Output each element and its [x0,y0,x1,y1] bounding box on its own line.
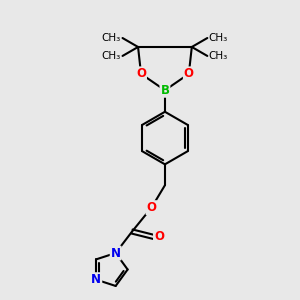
Text: CH₃: CH₃ [102,51,121,61]
Text: O: O [146,201,157,214]
Text: CH₃: CH₃ [209,51,228,61]
Text: CH₃: CH₃ [102,33,121,43]
Text: O: O [184,68,194,80]
Text: CH₃: CH₃ [209,33,228,43]
Text: O: O [136,68,146,80]
Text: O: O [154,230,164,243]
Text: N: N [91,273,101,286]
Text: B: B [160,84,169,97]
Text: N: N [111,247,121,260]
